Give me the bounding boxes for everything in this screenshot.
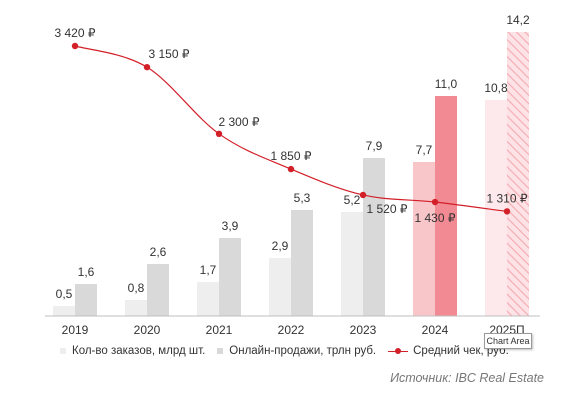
label-online-2024: 11,0 — [435, 77, 458, 91]
avg-check-point-2020 — [143, 63, 151, 71]
avg-check-point-2024 — [431, 198, 439, 206]
x-tick-2024: 2024 — [422, 323, 449, 337]
bar-online-2021 — [219, 238, 241, 316]
bar-online-2023 — [363, 158, 385, 316]
chart-area-tooltip: Chart Area — [484, 333, 532, 349]
avg-check-label-2023: 1 520 ₽ — [367, 202, 408, 216]
label-orders-2021: 1,7 — [200, 263, 217, 277]
x-tick-2021: 2021 — [206, 323, 233, 337]
avg-check-label-2025П: 1 310 ₽ — [487, 191, 528, 205]
label-online-2021: 3,9 — [222, 219, 239, 233]
bar-online-2020 — [147, 264, 169, 316]
avg-check-point-2025П — [503, 208, 511, 215]
avg-check-label-2020: 3 150 ₽ — [149, 47, 190, 61]
bar-orders-2019 — [53, 306, 75, 316]
label-online-2023: 7,9 — [366, 139, 383, 153]
avg-check-point-2022 — [287, 165, 295, 173]
chart: 0,5 1,6 2019 0,8 2,6 2020 1,7 3,9 2021 2,9 5,3 2022… — [45, 13, 540, 337]
label-online-2019: 1,6 — [78, 265, 95, 279]
bar-online-2019 — [75, 284, 97, 316]
bar-orders-2023 — [341, 212, 363, 316]
legend-online-label: Онлайн-продажи, трлн руб. — [229, 345, 377, 357]
avg-check-label-2021: 2 300 ₽ — [219, 115, 260, 129]
bar-online-2024 — [435, 96, 457, 316]
legend-orders: Кол-во заказов, млрд шт. — [60, 345, 205, 357]
label-online-2025П: 14,2 — [506, 13, 530, 27]
legend-orders-label: Кол-во заказов, млрд шт. — [72, 345, 206, 357]
source-note: Источник: IBC Real Estate — [390, 371, 544, 385]
avg-check-point-2019 — [71, 42, 79, 50]
bar-orders-2025П — [485, 100, 507, 316]
avg-check-point-2021 — [215, 130, 223, 138]
avg-check-label-2019: 3 420 ₽ — [55, 26, 96, 40]
bar-orders-2020 — [125, 300, 147, 316]
bar-online-2025П — [507, 32, 529, 316]
label-orders-2019: 0,5 — [56, 287, 73, 301]
avg-check-label-2022: 1 850 ₽ — [271, 149, 312, 163]
legend: Кол-во заказов, млрд шт. Онлайн-продажи,… — [60, 343, 521, 359]
label-orders-2024: 7,7 — [416, 143, 433, 157]
x-tick-2023: 2023 — [350, 323, 377, 337]
x-tick-2019: 2019 — [62, 323, 89, 337]
bar-orders-2024 — [413, 162, 435, 316]
legend-orders-swatch — [60, 348, 66, 354]
bar-online-2022 — [291, 210, 313, 316]
avg-check-point-2023 — [359, 191, 367, 199]
label-orders-2020: 0,8 — [128, 281, 145, 295]
label-orders-2022: 2,9 — [272, 239, 289, 253]
avg-check-label-2024: 1 430 ₽ — [415, 211, 456, 225]
legend-avg-check-swatch — [388, 347, 409, 355]
legend-online: Онлайн-продажи, трлн руб. — [217, 345, 376, 357]
bar-orders-2021 — [197, 282, 219, 316]
x-tick-2022: 2022 — [278, 323, 305, 337]
legend-online-swatch — [217, 348, 224, 354]
label-orders-2025П: 10,8 — [484, 81, 508, 95]
label-orders-2023: 5,2 — [344, 193, 361, 207]
x-tick-2020: 2020 — [134, 323, 161, 337]
bar-orders-2022 — [269, 258, 291, 316]
label-online-2020: 2,6 — [150, 245, 167, 259]
label-online-2022: 5,3 — [294, 191, 311, 205]
